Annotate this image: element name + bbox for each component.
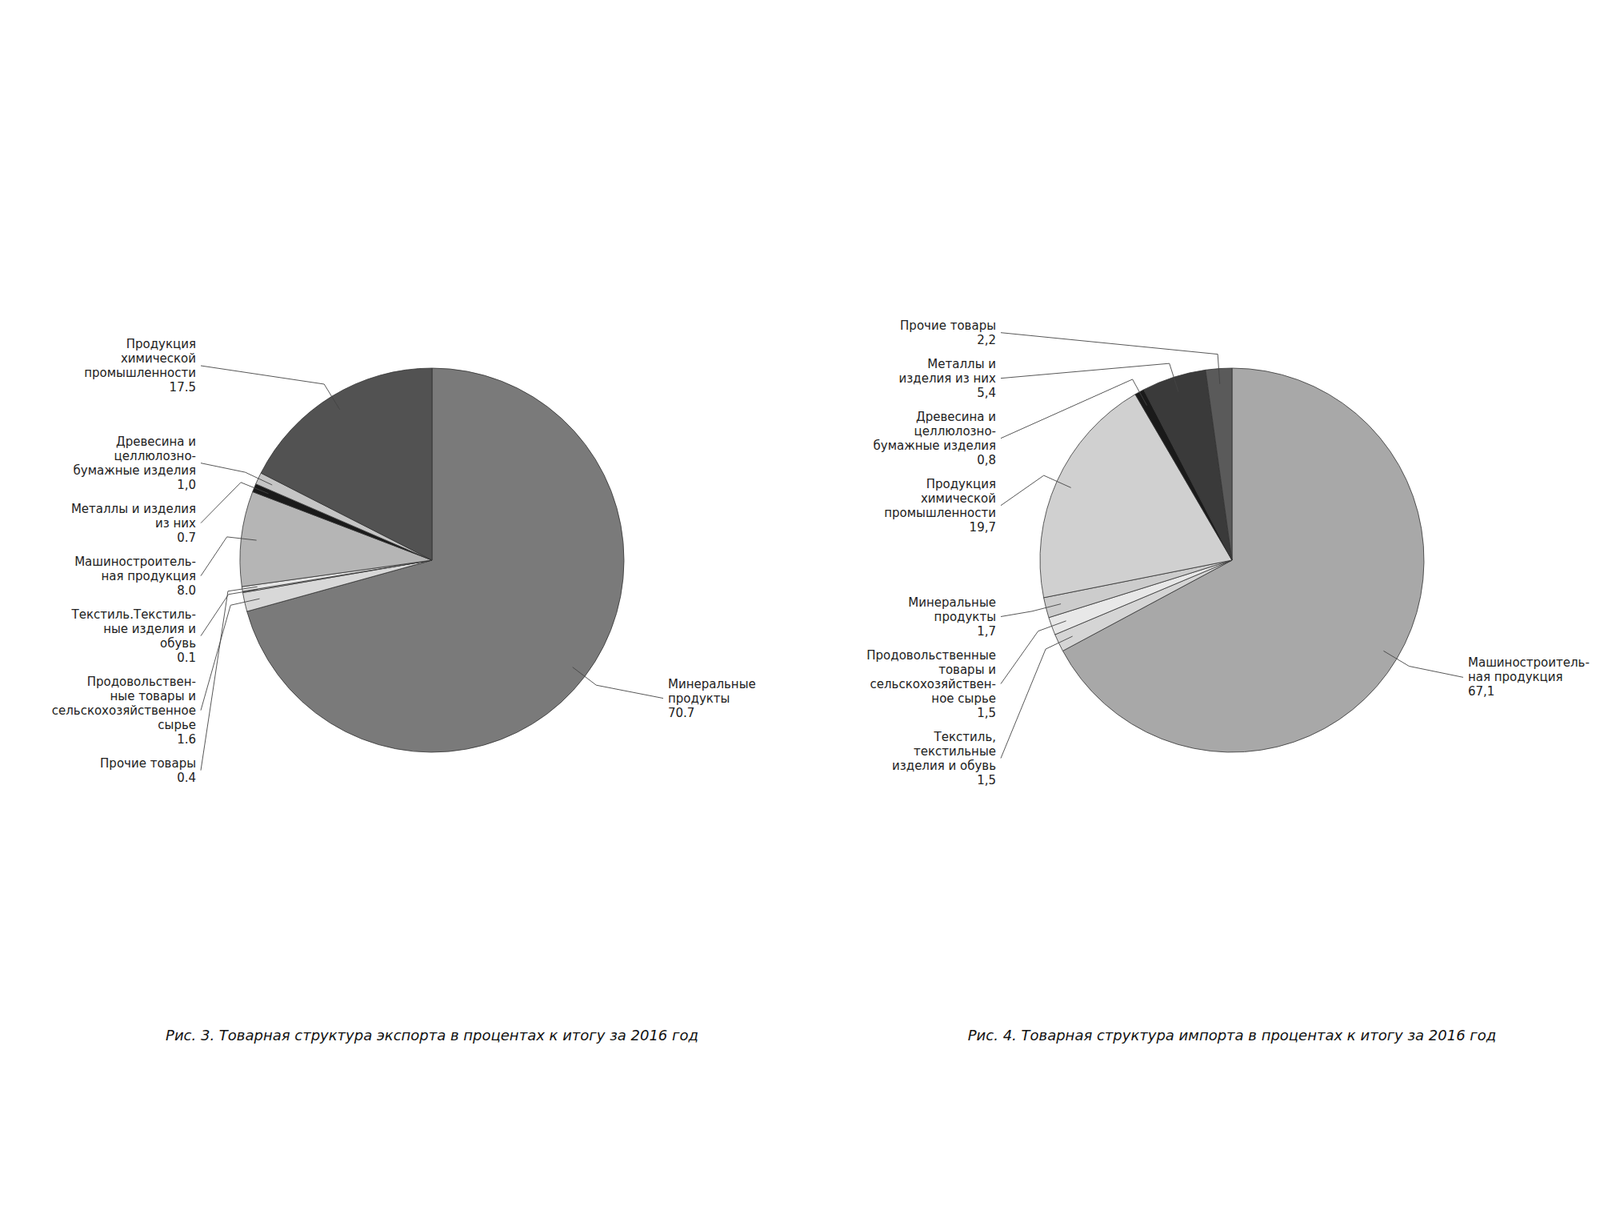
slice-label: Минеральныепродукты70.7 (668, 676, 756, 720)
leader-line (1000, 604, 1061, 617)
leader-line (1000, 620, 1067, 684)
slice-label: Продовольственныетовары исельскохозяйств… (866, 648, 996, 720)
slice-label: Прочие товары2,2 (900, 318, 996, 348)
slice-label: Машиностроитель-ная продукция8.0 (74, 554, 196, 598)
chart-title: Рис. 3. Товарная структура экспорта в пр… (165, 1026, 699, 1044)
slice-label: Продовольствен-ные товары исельскохозяйс… (52, 674, 196, 747)
slice-label: Продукцияхимическойпромышленности19,7 (884, 476, 996, 535)
pie-chart: Минеральныепродукты70.7 Продовольствен-ны… (52, 336, 756, 1044)
leader-line (1000, 363, 1179, 392)
leader-line (200, 589, 258, 636)
leader-line (1000, 636, 1073, 758)
leader-line (200, 482, 268, 524)
slice-label: Металлы и изделияиз них0.7 (71, 501, 196, 545)
chart-title: Рис. 4. Товарная структура импорта в про… (968, 1026, 1497, 1044)
leader-line (200, 536, 257, 576)
slice-label: Машиностроитель-ная продукция67,1 (1468, 655, 1590, 699)
slice-label: Текстиль.Текстиль-ные изделия иобувь0.1 (71, 607, 196, 665)
leader-lines (200, 365, 664, 771)
slice-label: Древесина ицеллюлозно-бумажные изделия1,… (73, 434, 196, 492)
leader-line (200, 463, 272, 485)
slice-label: Продукцияхимическойпромышленности17.5 (84, 336, 196, 395)
leader-line (572, 667, 664, 699)
leader-line (1000, 379, 1148, 439)
leader-line (200, 365, 340, 410)
leader-line (1000, 332, 1220, 384)
slices (240, 368, 624, 752)
pie-chart: Машиностроитель-ная продукция67,1 Текстил… (866, 318, 1590, 1044)
slice-labels: Минеральныепродукты70.7 Продовольствен-ны… (52, 336, 756, 785)
slice-labels: Машиностроитель-ная продукция67,1 Текстил… (866, 318, 1590, 788)
slice-label: Древесина ицеллюлозно-бумажные изделия0,… (873, 409, 996, 468)
pie-slice (260, 368, 432, 560)
leader-line (200, 586, 258, 770)
slices (1040, 368, 1424, 752)
slice-label: Прочие товары0.4 (100, 756, 196, 785)
leader-line (200, 598, 260, 710)
pie-slice (1205, 368, 1232, 560)
slice-label: Минеральныепродукты1,7 (908, 595, 996, 639)
leader-lines (1000, 332, 1464, 759)
leader-line (1383, 650, 1464, 677)
slice-label: Металлы иизделия из них5,4 (899, 356, 997, 400)
slice-label: Текстиль,текстильныеизделия и обувь1,5 (892, 729, 996, 788)
chart-canvas: Минеральныепродукты70.7 Продовольствен-ны… (0, 0, 1600, 1230)
leader-line (1000, 475, 1072, 506)
